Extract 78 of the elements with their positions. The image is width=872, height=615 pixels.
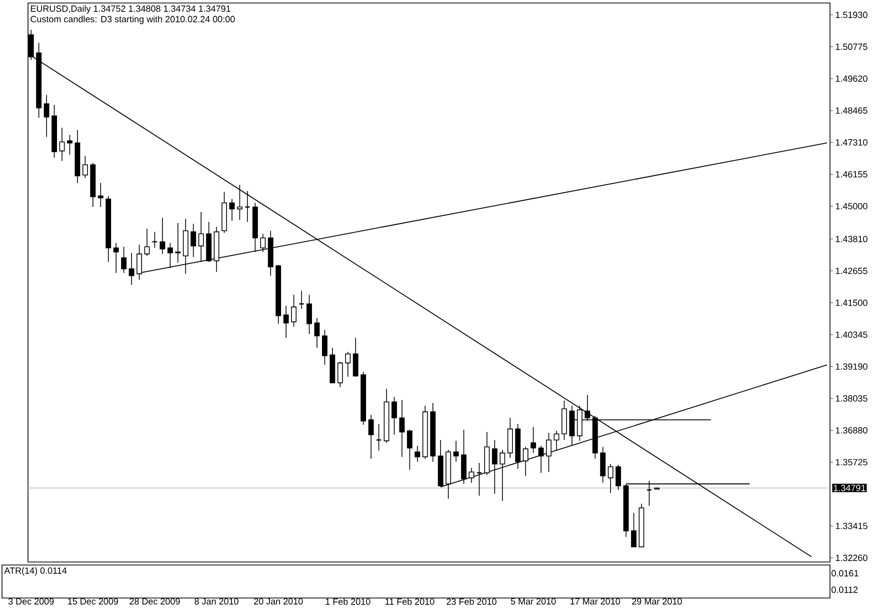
x-tick-label: 15 Dec 2009 [68,598,118,605]
candlestick [530,426,536,454]
y-tick-label: 1.32260 [836,554,868,562]
x-tick-label: 20 Jan 2010 [254,598,303,605]
y-tick-label: 1.38035 [836,395,868,402]
candlestick [414,445,420,462]
text: ATR(14) 0.0114 [4,567,67,576]
text: 0.0161 [832,570,858,576]
candlestick [345,352,351,378]
candlestick [113,242,119,274]
y-tick-label: 1.43810 [836,236,868,242]
y-tick-label: 1.41500 [836,300,868,306]
candlestick [600,446,606,484]
x-tick-label: 1 Feb 2010 [326,598,370,605]
candlestick [121,246,127,274]
x-tick-label: 29 Mar 2010 [632,598,682,605]
candlestick [190,223,196,258]
y-tick-label: 1.45000 [836,202,868,210]
y-tick-label: 1.49620 [836,75,868,82]
candlestick [229,198,235,222]
ref-line-label: 1.34791 [834,484,866,492]
candlestick [244,190,250,222]
y-tick-label: 1.40345 [836,331,868,338]
candlestick [616,464,622,490]
candlestick [337,361,343,388]
candlestick [538,445,544,474]
candlestick [291,294,297,328]
y-tick-label: 1.46155 [836,171,868,178]
x-tick-label: 23 Feb 2010 [446,598,496,605]
y-tick-label: 1.39190 [836,363,868,370]
candlestick [554,430,560,450]
candlestick [406,429,412,470]
x-tick-label: 11 Feb 2010 [385,598,434,605]
candlestick [522,446,528,476]
candlestick [352,337,358,378]
candlestick [144,228,150,256]
candlestick [314,318,320,348]
y-tick-label: 1.35725 [836,459,868,466]
x-tick-label: 8 Jan 2010 [194,598,238,605]
candlestick [128,252,134,286]
x-tick-label: 3 Dec 2009 [8,598,54,605]
candlestick [67,134,72,156]
y-tick-label: 1.33415 [836,522,868,530]
y-tick-label: 1.50775 [836,44,868,50]
y-tick-label: 1.51930 [836,12,868,18]
candlestick [44,94,50,138]
candlestick [392,396,397,436]
text: Custom candles: D3 starting with 2010.02.24 00:00 [30,16,235,24]
candlestick [152,231,158,248]
y-tick-label: 1.48465 [836,107,868,114]
y-tick-label: 1.47310 [836,139,868,146]
candlestick [236,184,242,220]
y-tick-label: 1.42655 [836,268,868,274]
x-tick-label: 28 Dec 2009 [130,598,180,605]
candlestick [82,156,88,178]
x-tick-label: 5 Mar 2010 [510,598,556,605]
candlestick [175,222,181,264]
candlestick [399,400,405,458]
candlestick [283,305,289,338]
y-tick-label: 1.36880 [836,427,868,434]
candlestick [546,432,552,472]
candlestick [98,182,104,208]
candlestick [167,242,173,268]
candlestick [160,217,166,254]
text: 0.0112 [832,586,858,593]
candlestick [368,414,374,460]
candlestick [608,464,614,494]
candlestick [298,290,304,310]
x-tick-label: 17 Mar 2010 [570,598,620,605]
candlestick [453,440,459,462]
chart-title: EURUSD,Daily 1.34752 1.34808 1.34734 1.34791 [30,5,230,14]
candlestick [198,212,204,262]
candlestick [59,127,65,162]
candlestick [322,329,328,366]
candlestick [260,233,266,252]
candlestick [631,512,636,548]
candlestick [468,467,474,484]
candlestick [306,294,312,334]
